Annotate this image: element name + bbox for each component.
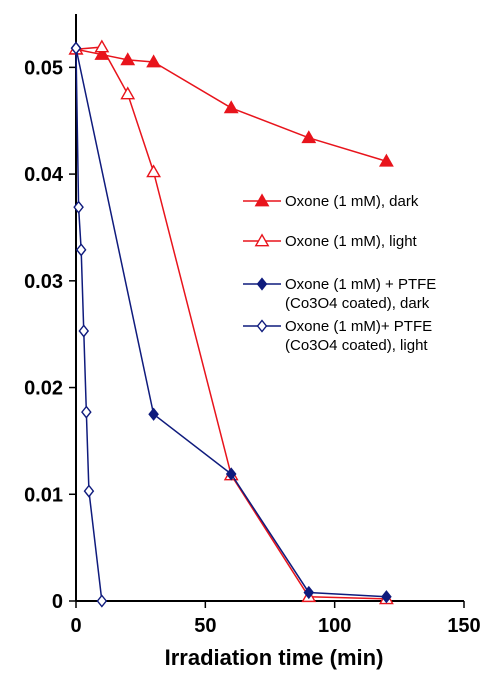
- data-point: [148, 407, 159, 421]
- series-3: [70, 41, 392, 604]
- data-point: [301, 130, 317, 144]
- data-point: [146, 54, 162, 68]
- x-tick-label: 50: [194, 615, 216, 637]
- legend: Oxone (1 mM), dark Oxone (1 mM), light Oxo…: [243, 193, 436, 354]
- data-point: [83, 484, 95, 498]
- data-point: [81, 405, 92, 419]
- data-point: [75, 243, 87, 257]
- y-tick-label: 0.05: [24, 57, 63, 79]
- plot-area: [68, 39, 394, 608]
- legend-entry-3: Oxone (1 mM) + PTFE (Co3O4 coated), dark: [243, 276, 436, 312]
- data-point: [381, 590, 392, 604]
- y-tick-label: 0.02: [24, 378, 63, 400]
- legend-label: (Co3O4 coated), light: [285, 337, 428, 354]
- series-line: [75, 48, 103, 602]
- legend-entry-2: Oxone (1 mM), light: [243, 233, 418, 250]
- axes: 0 0.01 0.02 0.03 0.04 0.05 0 50 100 150: [24, 14, 481, 637]
- legend-label: Oxone (1 mM), light: [285, 233, 418, 250]
- data-point: [225, 467, 237, 481]
- data-point: [73, 200, 84, 214]
- y-tick-label: 0.01: [24, 484, 63, 506]
- data-point: [223, 100, 239, 114]
- series-4: [70, 41, 108, 608]
- data-point: [70, 41, 82, 55]
- data-point: [78, 324, 90, 338]
- data-point: [146, 164, 162, 178]
- x-axis-title: Irradiation time (min): [165, 645, 384, 670]
- legend-label: (Co3O4 coated), dark: [285, 295, 430, 312]
- y-tick-label: 0.04: [24, 164, 64, 186]
- y-tick-label: 0.03: [24, 271, 63, 293]
- legend-entry-4: Oxone (1 mM)+ PTFE (Co3O4 coated), light: [243, 318, 432, 354]
- data-point: [120, 52, 136, 66]
- data-point: [378, 153, 394, 167]
- legend-marker: [256, 277, 268, 291]
- legend-marker: [254, 193, 270, 207]
- legend-label: Oxone (1 mM), dark: [285, 193, 419, 210]
- legend-label: Oxone (1 mM)+ PTFE: [285, 318, 432, 335]
- data-point: [94, 39, 110, 53]
- series-1: [68, 41, 394, 167]
- y-tick-label: 0: [52, 591, 63, 613]
- data-point: [303, 585, 315, 600]
- x-tick-label: 100: [318, 615, 351, 637]
- legend-label: Oxone (1 mM) + PTFE: [285, 276, 436, 293]
- x-tick-label: 150: [447, 615, 480, 637]
- legend-marker: [256, 319, 268, 333]
- data-point: [96, 594, 108, 608]
- legend-entry-1: Oxone (1 mM), dark: [243, 193, 419, 210]
- data-point: [120, 86, 136, 100]
- legend-marker: [254, 233, 270, 247]
- x-tick-label: 0: [70, 615, 81, 637]
